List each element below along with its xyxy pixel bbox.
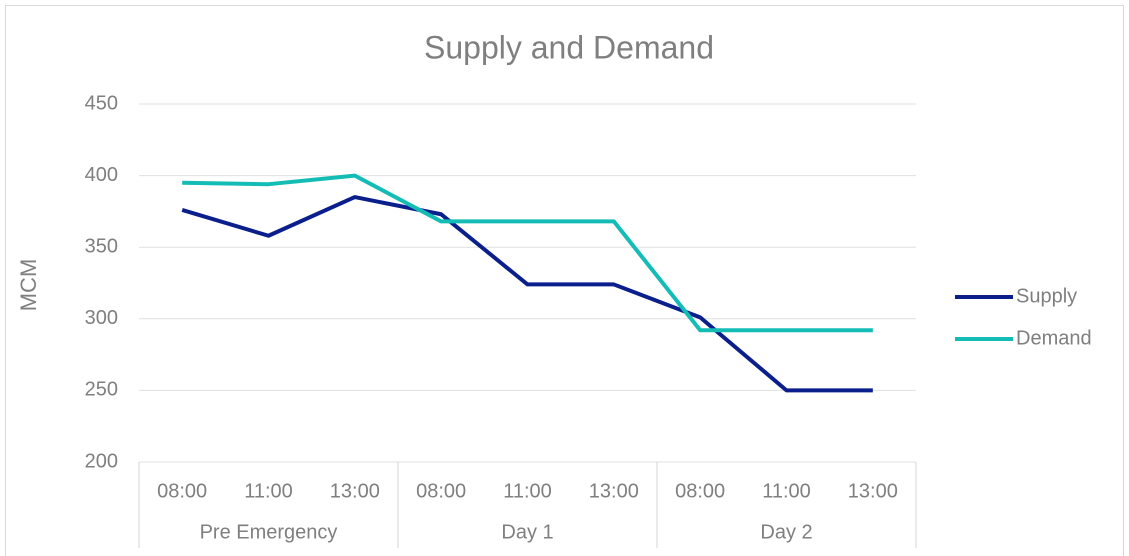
x-tick-label: 11:00: [503, 480, 552, 502]
x-tick-label: 13:00: [848, 480, 898, 502]
y-tick-label: 450: [85, 92, 118, 114]
y-tick-label: 300: [85, 307, 118, 329]
y-tick-label: 250: [85, 379, 118, 401]
x-tick-label: 11:00: [244, 480, 293, 502]
legend-label: Demand: [1016, 327, 1092, 349]
x-tick-label: 08:00: [416, 480, 466, 502]
series-line: [182, 173, 873, 333]
y-tick-label: 200: [85, 450, 118, 472]
group-label: Day 1: [501, 521, 553, 543]
group-label: Day 2: [760, 521, 812, 543]
group-label: Pre Emergency: [200, 521, 338, 543]
legend-label: Supply: [1016, 285, 1077, 307]
x-tick-label: 13:00: [330, 480, 380, 502]
y-tick-label: 400: [85, 164, 118, 186]
x-tick-label: 08:00: [157, 480, 207, 502]
y-axis-label: MCM: [16, 259, 41, 312]
chart-border: [5, 5, 1124, 556]
y-tick-label: 350: [85, 235, 118, 257]
series-line: [181, 195, 873, 393]
x-tick-label: 08:00: [675, 480, 725, 502]
x-tick-label: 13:00: [589, 480, 639, 502]
chart-title: Supply and Demand: [424, 29, 714, 65]
x-tick-label: 11:00: [762, 480, 811, 502]
